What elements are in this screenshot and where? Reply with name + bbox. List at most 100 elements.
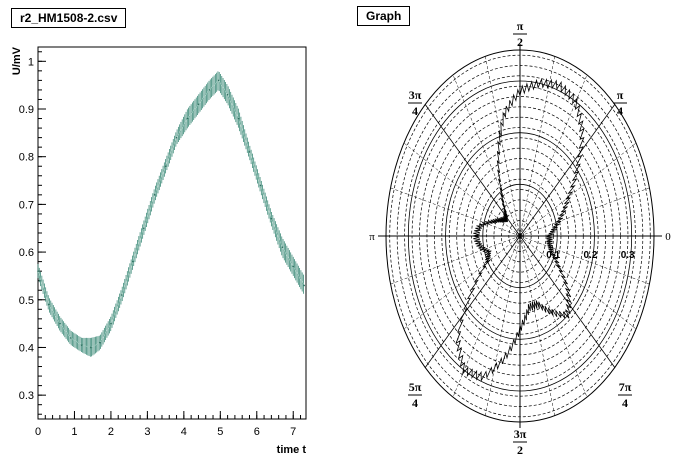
polar-data-point: [519, 328, 521, 330]
data-point: [48, 303, 50, 306]
polar-data-point: [503, 113, 506, 115]
x-tick-label: 5: [217, 426, 223, 438]
polar-data-point: [567, 196, 569, 198]
angle-fraction-label: π4: [613, 88, 627, 118]
polar-data-point: [479, 245, 481, 247]
angle-fraction-label: 7π4: [618, 380, 632, 410]
data-point: [80, 344, 83, 346]
data-point: [292, 265, 295, 268]
polar-data-point: [550, 251, 553, 253]
polar-minor-spoke: [485, 235, 521, 416]
polar-data-point: [500, 219, 502, 222]
polar-data-point: [567, 291, 570, 294]
polar-data-point: [549, 235, 551, 237]
data-point: [303, 284, 305, 287]
x-tick-label: 1: [71, 426, 77, 438]
angle-label-numerator: 7π: [619, 380, 632, 394]
data-point: [110, 322, 112, 325]
polar-data-point: [554, 226, 556, 229]
angle-label-numerator: 3π: [514, 427, 527, 441]
y-axis-label: U/mV: [11, 46, 23, 75]
polar-data-series: [455, 77, 585, 383]
data-point: [121, 294, 123, 296]
polar-minor-spoke: [403, 235, 521, 330]
y-tick-label: 0.5: [19, 295, 34, 307]
data-point: [248, 151, 251, 153]
data-point: [208, 89, 211, 91]
x-tick-label: 7: [290, 426, 296, 438]
right-chart-title: Graph: [357, 6, 411, 26]
data-point: [197, 103, 200, 106]
data-point: [90, 346, 92, 349]
angle-fraction-label: 3π4: [408, 88, 422, 118]
polar-data-point: [479, 225, 481, 227]
polar-data-point: [470, 291, 473, 294]
polar-data-point: [561, 214, 563, 216]
x-axis-label: time t: [277, 444, 307, 456]
polar-minor-spoke: [452, 74, 521, 237]
polar-data-point: [548, 242, 550, 244]
radial-tick-label: 0.3: [621, 250, 635, 261]
polar-data-point: [537, 303, 539, 305]
y-tick-label: 0.3: [19, 390, 34, 402]
plot-frame: [37, 46, 307, 420]
angle-label-numerator: π: [517, 19, 524, 33]
polar-data-point: [567, 314, 569, 316]
polar-data-point: [497, 152, 499, 155]
angle-label-numerator: 5π: [409, 380, 422, 394]
y-tick-label: 0.7: [19, 199, 34, 211]
data-point: [281, 246, 284, 249]
polar-minor-spoke: [519, 235, 555, 416]
data-point: [175, 136, 178, 139]
x-tick-label: 3: [144, 426, 150, 438]
polar-data-point: [505, 211, 507, 213]
angle-label-numerator: π: [617, 88, 624, 102]
angle-label-denominator: 4: [412, 396, 418, 410]
data-point: [59, 322, 61, 325]
polar-minor-spoke: [519, 56, 555, 237]
data-point: [99, 341, 101, 344]
polar-data-point: [474, 235, 476, 237]
polar-spoke: [424, 235, 521, 368]
data-point: [153, 194, 156, 196]
y-tick-label: 0.8: [19, 152, 34, 164]
data-point: [186, 117, 189, 120]
polar-data-point: [491, 221, 493, 223]
polar-data-point: [558, 266, 560, 268]
angle-fraction-label: π2: [513, 19, 527, 49]
left-line-chart: 0 1 2 3 4 5 6 7 0.3 0.4 0.5 0.6 0.7 0.8 0.9 1 time t U/mV: [11, 46, 307, 456]
data-point: [217, 79, 220, 82]
angle-fraction-label: 3π2: [513, 427, 527, 457]
polar-minor-spoke: [519, 187, 650, 237]
x-tick-label: 6: [254, 426, 260, 438]
angle-label-denominator: 4: [622, 396, 628, 410]
polar-data-point: [581, 132, 583, 134]
angle-label-denominator: 2: [517, 35, 523, 49]
data-point: [270, 217, 273, 220]
polar-data-point: [503, 357, 506, 359]
polar-minor-spoke: [390, 187, 521, 237]
polar-data-point: [500, 190, 502, 192]
data-point: [142, 227, 145, 230]
polar-minor-spoke: [519, 235, 650, 285]
polar-data-point: [528, 306, 530, 308]
data-point: [132, 260, 134, 263]
polar-minor-spoke: [485, 56, 521, 237]
polar-data-point: [482, 376, 484, 378]
y-tick-label: 0.9: [19, 104, 34, 116]
angle-label: 0: [665, 231, 671, 243]
data-series-line: [37, 80, 304, 348]
polar-data-point: [457, 338, 459, 340]
angle-label-numerator: 3π: [409, 88, 422, 102]
data-point: [70, 337, 72, 339]
polar-data-point: [463, 369, 465, 371]
data-point: [164, 165, 167, 168]
left-chart-title: r2_HM1508-2.csv: [11, 8, 127, 28]
polar-data-point: [538, 82, 540, 84]
polar-minor-spoke: [390, 235, 521, 285]
x-tick-label: 4: [181, 426, 187, 438]
polar-data-point: [558, 84, 561, 87]
y-tick-label: 0.6: [19, 247, 34, 259]
